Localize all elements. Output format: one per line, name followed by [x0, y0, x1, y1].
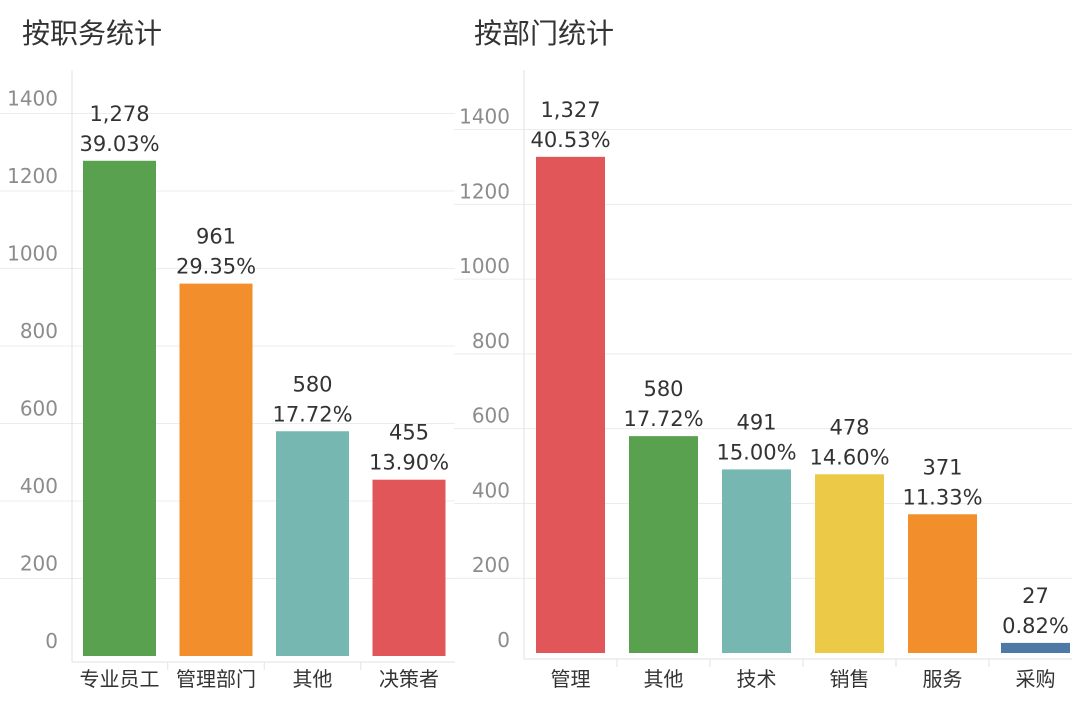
department-y-tick-label: 200 — [472, 553, 510, 577]
department-category-label: 其他 — [644, 667, 684, 691]
department-percent-label: 40.53% — [530, 128, 610, 152]
department-bar — [1001, 642, 1070, 653]
position-value-label: 961 — [196, 225, 236, 249]
position-y-tick-label: 0 — [45, 629, 58, 653]
position-percent-label: 17.72% — [272, 402, 352, 426]
department-bar — [629, 436, 698, 653]
department-bar — [908, 514, 977, 653]
department-category-label: 管理 — [551, 667, 591, 691]
position-percent-label: 29.35% — [176, 255, 256, 279]
position-category-label: 管理部门 — [176, 667, 256, 691]
department-y-tick-label: 400 — [472, 478, 510, 502]
department-bar — [536, 156, 605, 653]
department-category-label: 销售 — [830, 667, 870, 691]
department-y-tick-label: 0 — [497, 628, 510, 652]
position-category-label: 其他 — [293, 667, 333, 691]
department-value-label: 371 — [922, 455, 962, 479]
department-value-label: 478 — [829, 415, 869, 439]
position-category-label: 专业员工 — [80, 667, 160, 691]
department-value-label: 1,327 — [540, 98, 600, 122]
department-percent-label: 14.60% — [809, 445, 889, 469]
department-percent-label: 15.00% — [716, 440, 796, 464]
department-value-label: 27 — [1022, 584, 1049, 608]
department-y-tick-label: 1400 — [459, 105, 510, 129]
department-percent-label: 11.33% — [902, 485, 982, 509]
department-y-tick-label: 800 — [472, 329, 510, 353]
position-bar — [276, 431, 349, 656]
department-value-label: 580 — [643, 377, 683, 401]
position-value-label: 580 — [292, 372, 332, 396]
position-y-tick-label: 800 — [20, 319, 58, 343]
position-y-tick-label: 400 — [20, 474, 58, 498]
department-bar — [722, 469, 791, 653]
department-category-label: 采购 — [1016, 667, 1056, 691]
position-y-tick-label: 1400 — [7, 87, 58, 111]
position-bar — [83, 160, 156, 656]
position-y-tick-label: 200 — [20, 552, 58, 576]
position-category-label: 决策者 — [379, 667, 439, 691]
position-percent-label: 39.03% — [79, 132, 159, 156]
position-value-label: 1,278 — [89, 102, 149, 126]
department-y-tick-label: 1000 — [459, 254, 510, 278]
position-value-label: 455 — [389, 421, 429, 445]
position-y-tick-label: 1200 — [7, 164, 58, 188]
department-y-tick-label: 600 — [472, 404, 510, 428]
department-percent-label: 0.82% — [1002, 614, 1069, 638]
position-y-tick-label: 600 — [20, 397, 58, 421]
chart-title-by-department: 按部门统计 — [474, 17, 615, 50]
department-category-label: 服务 — [923, 667, 963, 691]
position-percent-label: 13.90% — [369, 451, 449, 475]
position-bar — [372, 479, 446, 656]
chart-title-by-position: 按职务统计 — [22, 17, 163, 50]
position-y-tick-label: 1000 — [7, 242, 58, 266]
department-value-label: 491 — [736, 410, 776, 434]
position-bar — [179, 283, 253, 656]
department-category-label: 技术 — [737, 667, 777, 691]
department-bar — [815, 474, 884, 653]
department-y-tick-label: 1200 — [459, 179, 510, 203]
department-percent-label: 17.72% — [623, 407, 703, 431]
